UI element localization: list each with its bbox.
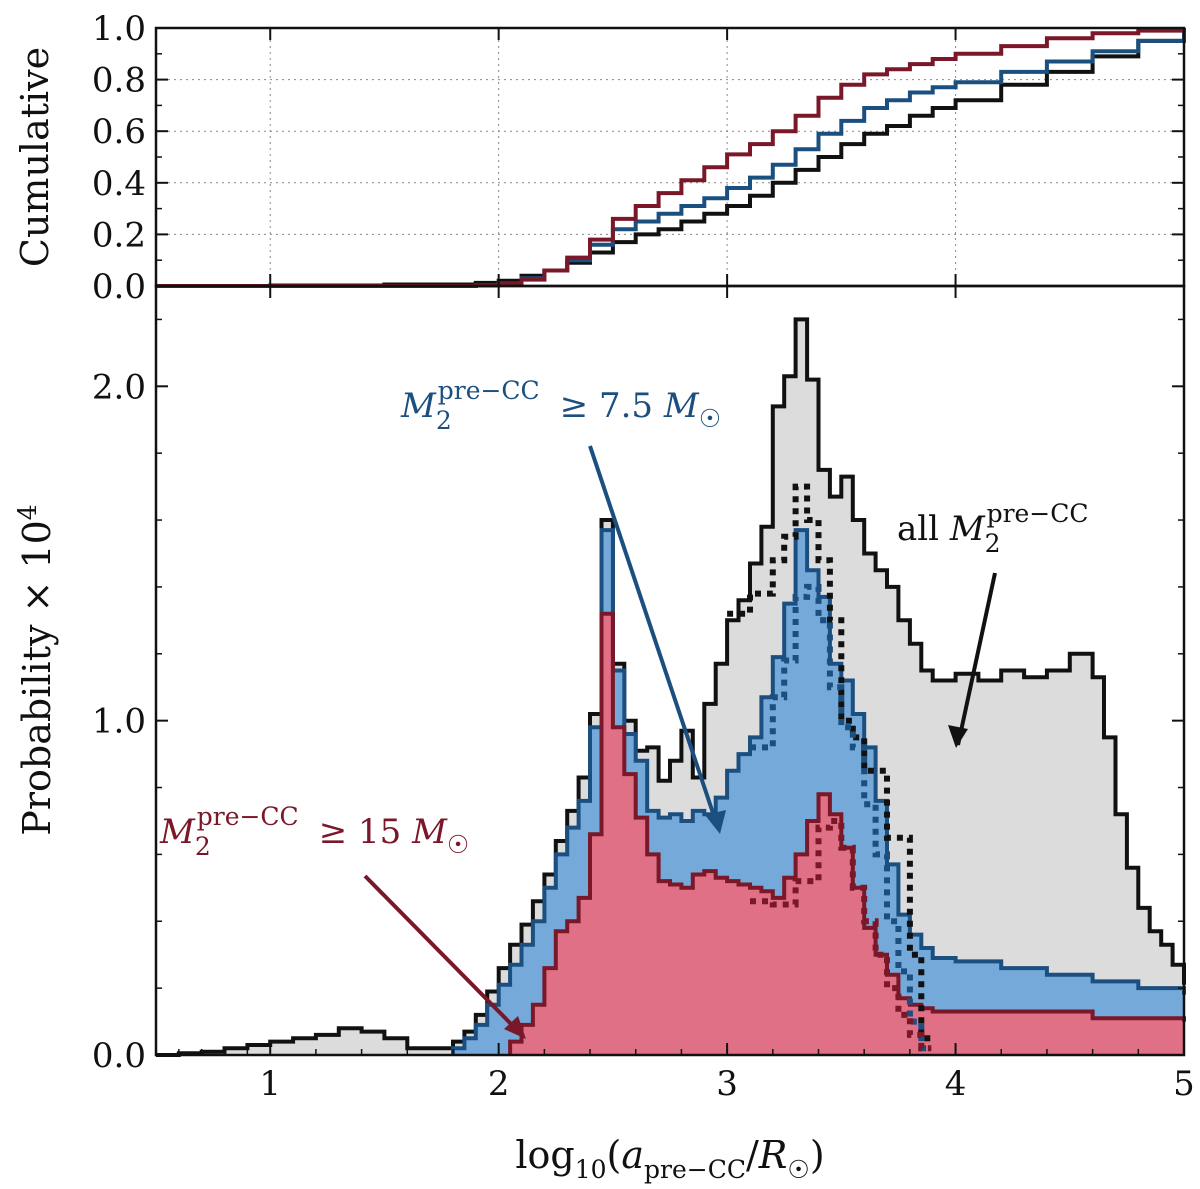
top-ytick-label-3: 0.6 xyxy=(92,112,146,152)
bottom-xlabel: log10(apre−CC/R☉) xyxy=(515,1133,824,1184)
annotation-all: all M2pre−CC xyxy=(897,499,1089,748)
annotation-15-arrowhead xyxy=(504,1016,526,1039)
histogram-outline-0 xyxy=(156,317,1186,1057)
top-ytick-label-5: 1.0 xyxy=(92,9,146,49)
histogram-fill-2 xyxy=(510,613,1185,1055)
svg-text:all M2pre−CC: all M2pre−CC xyxy=(897,499,1089,558)
top-ylabel: Cumulative xyxy=(13,47,57,267)
bottom-xtick-label-4: 5 xyxy=(1173,1064,1195,1104)
top-grid xyxy=(156,28,1184,286)
annotation-15-arrow xyxy=(363,874,522,1035)
bottom-ytick-label-1: 1.0 xyxy=(92,702,146,742)
top-ytick-label-4: 0.8 xyxy=(92,61,146,101)
bottom-dotted-series xyxy=(727,483,932,1052)
annotation-7p5: M2pre−CC ≥ 7.5 M☉ xyxy=(400,376,726,834)
svg-text:M2pre−CC≥ 7.5 M☉: M2pre−CC ≥ 7.5 M☉ xyxy=(400,376,721,435)
annotation-7p5-arrowhead xyxy=(705,810,726,834)
bottom-ylabel: Probability × 104 xyxy=(13,504,59,835)
cumulative-line-0 xyxy=(156,28,1186,288)
top-ytick-label-1: 0.2 xyxy=(92,215,146,255)
bottom-xtick-label-3: 4 xyxy=(945,1064,967,1104)
bottom-xtick-label-2: 3 xyxy=(716,1064,738,1104)
top-series xyxy=(156,28,1186,288)
bottom-series xyxy=(156,317,1186,1057)
svg-text:M2pre−CC≥ 15 M☉: M2pre−CC ≥ 15 M☉ xyxy=(159,802,469,861)
histogram-outline-2 xyxy=(508,611,1186,1055)
annotation-all-arrow xyxy=(956,572,997,746)
annotation-7p5-arrow xyxy=(588,445,720,829)
top-axes-frame xyxy=(154,26,1186,288)
top-ytick-label-0: 0.0 xyxy=(92,267,146,307)
annotation-15: M2pre−CC ≥ 15 M☉ xyxy=(159,802,526,1039)
histogram-outline-1 xyxy=(451,528,1186,1055)
dotted-line-1 xyxy=(750,583,932,1052)
bottom-xtick-label-1: 2 xyxy=(488,1064,510,1104)
top-ticks: 0.0 0.2 0.4 0.6 0.8 1.0 xyxy=(92,9,1185,307)
bottom-axes-frame xyxy=(154,284,1186,1057)
histogram-fill-0 xyxy=(156,319,1184,1055)
dotted-line-2 xyxy=(750,818,932,1052)
bottom-xtick-label-0: 1 xyxy=(259,1064,281,1104)
dotted-line-0 xyxy=(727,483,932,1042)
bottom-ytick-label-2: 2.0 xyxy=(92,367,146,407)
bottom-ticks: 0.0 1.0 2.0 1 2 3 4 5 xyxy=(92,286,1195,1104)
annotation-all-arrowhead xyxy=(948,725,968,748)
cumulative-line-2 xyxy=(156,28,1186,288)
bottom-ytick-label-0: 0.0 xyxy=(92,1036,146,1076)
cumulative-line-1 xyxy=(156,28,1186,288)
top-ytick-label-2: 0.4 xyxy=(92,164,146,204)
